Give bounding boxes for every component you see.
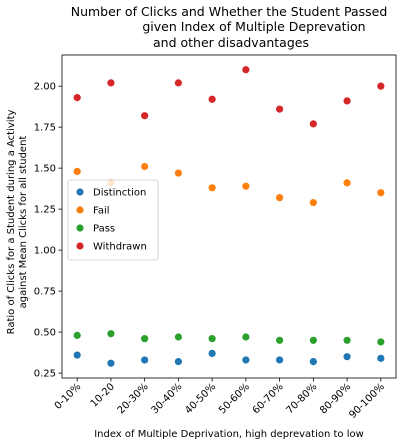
data-point [242,333,250,341]
data-point [107,79,115,87]
data-point [309,336,317,344]
data-point [377,189,385,197]
data-point [73,167,81,176]
data-point [309,358,317,366]
chart-title-line-2: given Index of Multiple Deprevation [142,19,365,34]
data-point [174,169,182,177]
data-point [377,338,385,346]
legend-label: Pass [93,224,115,235]
data-point [208,95,216,103]
legend-label: Withdrawn [93,242,147,253]
legend-marker [76,242,84,250]
y-axis-label-line-1: Ratio of Clicks for a Student during a A… [6,110,17,335]
data-point [343,179,351,187]
data-point [141,162,149,171]
x-tick-label: 90-100% [347,381,387,421]
x-tick-label: 60-70% [251,381,286,416]
data-point [343,336,351,344]
data-point [174,333,182,341]
data-point [174,79,182,87]
data-point [276,356,284,364]
x-tick-label: 80-90% [318,381,353,416]
x-tick-label: 10-20 [89,381,117,409]
y-axis-label-line-2: against Mean Clicks for all student [18,136,29,309]
x-axis-label: Index of Multiple Deprivation, high depr… [94,429,364,440]
x-tick-label: 70-80% [284,381,319,416]
y-axis-label: Ratio of Clicks for a Student during a A… [6,110,29,335]
data-point [309,120,317,128]
plot-frame [61,54,397,379]
data-point [276,336,284,344]
data-point [242,356,250,364]
x-tick-label: 40-50% [183,381,218,416]
data-point [208,184,216,192]
data-point [73,94,81,102]
data-point [174,358,182,366]
y-tick-label: 2.00 [34,82,56,93]
data-point [73,331,81,339]
data-point [276,194,284,202]
data-point [107,330,115,338]
data-point [73,351,81,359]
y-tick-label: 1.75 [34,123,56,134]
legend-label: Distinction [93,188,146,199]
data-point [309,198,317,207]
data-point [242,66,250,74]
data-point [242,182,250,190]
series-withdrawn [73,66,385,128]
data-point [141,356,149,364]
legend-marker [76,206,84,214]
x-tick-label: 20-30% [116,381,151,416]
chart-title: Number of Clicks and Whether the Student… [71,4,388,50]
x-tick-label: 50-60% [217,381,252,416]
legend-box [67,179,159,261]
series-distinction [73,349,385,367]
y-tick-label: 0.25 [34,369,56,380]
x-tick-label: 0-10% [53,381,84,412]
data-point [141,112,149,120]
data-point [343,97,351,105]
chart-title-line-1: Number of Clicks and Whether the Student… [71,4,388,19]
legend-marker [76,188,84,196]
data-point [208,335,216,343]
data-point [208,349,216,358]
data-point [141,335,149,343]
data-point [276,105,284,113]
y-tick-label: 1.25 [34,205,56,216]
chart-title-line-3: and other disadvantages [153,35,309,50]
series-pass [73,330,385,346]
x-tick-label: 30-40% [149,381,184,416]
data-point [107,359,115,367]
data-point [377,354,385,362]
data-point [377,82,385,90]
y-tick-label: 0.50 [34,328,56,339]
data-point [343,353,351,361]
y-tick-label: 0.75 [34,287,56,298]
y-tick-label: 1.50 [34,164,56,175]
y-tick-label: 1.00 [34,246,56,257]
legend-label: Fail [93,206,110,217]
legend-marker [76,224,84,232]
